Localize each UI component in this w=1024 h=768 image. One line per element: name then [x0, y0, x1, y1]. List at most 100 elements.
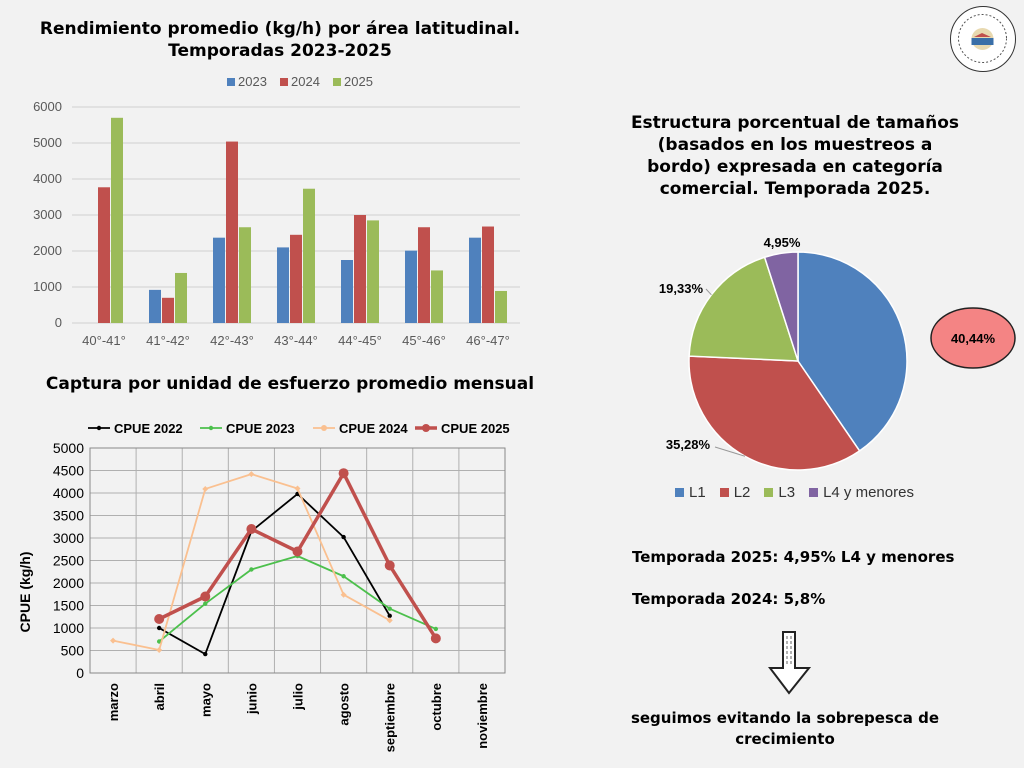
- data-point: [338, 468, 349, 479]
- bar-2023: [469, 237, 481, 323]
- leader-line: [714, 446, 746, 457]
- leader-line: [705, 288, 712, 296]
- bar-2024: [226, 141, 238, 323]
- series-line: [112, 473, 391, 651]
- x-tick-label: 44°-45°: [338, 333, 382, 348]
- down-arrow-icon: [768, 631, 812, 695]
- y-tick-label: 500: [61, 643, 85, 659]
- note-2024: Temporada 2024: 5,8%: [632, 590, 826, 608]
- y-tick-label: 1500: [53, 598, 84, 614]
- bar-2025: [111, 117, 123, 323]
- y-tick-label: 3000: [33, 207, 62, 222]
- y-tick-label: 3500: [53, 508, 84, 524]
- data-label: 40,44%: [951, 331, 996, 346]
- pie-chart-title-line2: (basados en los muestreos a: [657, 135, 933, 155]
- pie-chart-title-line4: comercial. Temporada 2025.: [659, 179, 931, 199]
- x-tick-label: abril: [152, 683, 167, 710]
- y-tick-label: 4000: [53, 485, 84, 501]
- data-point: [341, 534, 346, 540]
- bar-2023: [149, 289, 161, 323]
- bar-2024: [98, 187, 110, 323]
- legend-swatch: [764, 488, 774, 497]
- pie-chart: 40,44% 35,28% 19,33% 4,95%: [659, 235, 1016, 471]
- bar-2025: [239, 227, 251, 323]
- x-tick-label: 41°-42°: [146, 333, 190, 348]
- data-point: [387, 613, 392, 619]
- bar-2023: [405, 250, 417, 323]
- pie-chart-slices: [688, 251, 908, 471]
- legend-label: CPUE 2024: [339, 421, 408, 436]
- line-chart-series: [110, 468, 441, 657]
- x-tick-label: mayo: [198, 683, 213, 717]
- pie-chart-title: Estructura porcentual de tamaños (basado…: [600, 112, 990, 200]
- pie-slice-l4: [763, 251, 799, 362]
- legend-label: L2: [733, 484, 751, 501]
- y-tick-label: 4000: [33, 171, 62, 186]
- data-point: [246, 524, 257, 534]
- y-tick-label: 2000: [53, 575, 84, 591]
- y-tick-label: 0: [55, 315, 62, 330]
- series-cpue-2024: [110, 471, 393, 654]
- line-chart-y-ticks: 0 500 1000 1500 2000 2500 3000 3500 4000 4500 5000: [53, 440, 84, 681]
- line-chart-y-label: CPUE (kg/h): [17, 552, 33, 633]
- legend-label: 2024: [291, 74, 320, 89]
- x-tick-label: 42°-43°: [210, 333, 254, 348]
- x-tick-label: julio: [291, 683, 306, 711]
- data-point: [154, 614, 165, 624]
- institution-logo: [950, 6, 1016, 72]
- pie-chart-title-line3: bordo) expresada en categoría: [647, 157, 943, 177]
- bar-2023: [341, 260, 353, 323]
- legend-label: CPUE 2022: [114, 421, 183, 436]
- x-tick-label: junio: [244, 683, 259, 715]
- data-point: [202, 485, 209, 492]
- bar-2025: [367, 220, 379, 323]
- conclusion-line1: seguimos evitando la sobrepesca de: [630, 709, 940, 727]
- bar-2025: [495, 290, 507, 323]
- bar-2024: [482, 226, 494, 323]
- bar-2025: [431, 270, 443, 323]
- data-point: [203, 601, 208, 606]
- y-tick-label: 4500: [53, 463, 84, 479]
- data-point: [340, 591, 347, 598]
- data-point: [156, 647, 163, 654]
- y-tick-label: 6000: [33, 99, 62, 114]
- data-point: [156, 639, 162, 644]
- bar-2024: [418, 227, 430, 323]
- line-chart-legend: CPUE 2022 CPUE 2023 CPUE 2024 CPUE 2025: [88, 421, 510, 436]
- pie-slice-l1: [797, 251, 908, 452]
- bar-2024: [290, 234, 302, 323]
- series-line: [158, 493, 391, 655]
- legend-swatch: [333, 78, 341, 86]
- bar-chart-title: Rendimiento promedio (kg/h) por área lat…: [0, 18, 560, 62]
- bar-2024: [162, 297, 174, 323]
- line-chart-title: Captura por unidad de esfuerzo promedio …: [45, 374, 535, 394]
- legend-label: L1: [689, 484, 706, 501]
- legend-marker: [422, 424, 430, 432]
- legend-marker: [321, 425, 327, 431]
- conclusion-line2: crecimiento: [735, 730, 835, 748]
- line-chart-grid: [89, 447, 506, 674]
- data-point: [294, 485, 301, 492]
- x-tick-label: 43°-44°: [274, 333, 318, 348]
- data-point: [156, 625, 162, 631]
- legend-swatch: [227, 78, 235, 86]
- data-point: [341, 574, 346, 579]
- x-tick-label: marzo: [106, 683, 121, 721]
- note-2025: Temporada 2025: 4,95% L4 y menores: [632, 548, 955, 566]
- data-point: [430, 633, 441, 644]
- plot-frame: [89, 447, 506, 674]
- y-tick-label: 1000: [33, 279, 62, 294]
- x-tick-label: 46°-47°: [466, 333, 510, 348]
- data-point: [248, 471, 255, 478]
- series-cpue-2025: [154, 468, 441, 644]
- legend-label: CPUE 2025: [441, 421, 510, 436]
- data-label: 4,95%: [764, 235, 801, 250]
- highlight-bubble: [930, 307, 1016, 369]
- data-point: [110, 637, 117, 644]
- legend-swatch: [809, 488, 819, 497]
- pie-legend-item-l1: L1: [675, 484, 706, 501]
- legend-swatch: [280, 78, 288, 86]
- data-point: [386, 617, 393, 624]
- legend-label: L3: [778, 484, 796, 501]
- y-tick-label: 2500: [53, 553, 84, 569]
